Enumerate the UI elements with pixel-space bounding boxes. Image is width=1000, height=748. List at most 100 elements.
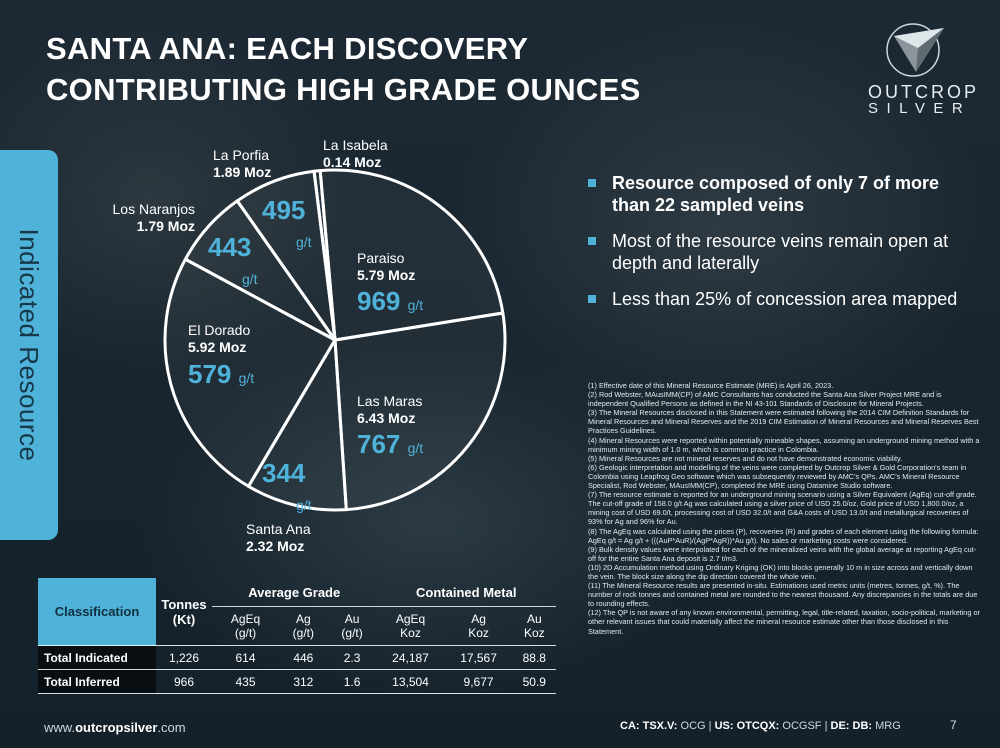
- los-naranjos-moz: 1.79 Moz: [136, 218, 195, 234]
- santa-ana-moz: 2.32 Moz: [246, 538, 305, 554]
- ticker-ca-label: CA: TSX.V:: [620, 720, 678, 732]
- th-tonnes-label: Tonnes: [161, 596, 207, 612]
- ticker-de-label: DE: DB:: [830, 720, 873, 732]
- bullet-item: Resource composed of only 7 of more than…: [588, 172, 968, 216]
- bullet-square-icon: [588, 237, 596, 245]
- paraiso-grade: 969: [357, 286, 401, 316]
- el-dorado-grade: 579: [188, 359, 232, 389]
- row-label: Total Indicated: [38, 645, 156, 670]
- las-maras-grade-unit: g/t: [407, 440, 424, 456]
- page-title: SANTA ANA: EACH DISCOVERY CONTRIBUTING H…: [46, 28, 686, 110]
- label-el-dorado: El Dorado 5.92 Moz: [188, 322, 250, 356]
- footnote: (2) Rod Webster, MAusIMM(CP) of AMC Cons…: [588, 390, 942, 409]
- label-paraiso: Paraiso 5.79 Moz: [357, 250, 415, 284]
- table-cell: 446: [279, 645, 328, 670]
- table-cell: 435: [212, 669, 279, 694]
- url-suffix: .com: [157, 720, 186, 735]
- ticker-sep: |: [821, 720, 831, 732]
- paraiso-moz: 5.79 Moz: [357, 267, 416, 283]
- th-col-l1: Ag: [471, 612, 486, 626]
- th-contained-metal: Contained Metal: [376, 578, 556, 607]
- page-number: 7: [950, 718, 957, 732]
- table-cell: 614: [212, 645, 279, 670]
- footer-website-link[interactable]: www.outcropsilver.com: [44, 720, 186, 735]
- th-col-l2: (g/t): [234, 626, 257, 640]
- santa-ana-grade-unit: g/t: [296, 497, 312, 513]
- label-las-maras: Las Maras 6.43 Moz: [357, 393, 422, 427]
- bullet-text: Less than 25% of concession area mapped: [612, 289, 958, 309]
- santa-ana-grade: 344: [262, 458, 306, 488]
- th-col-l2: (g/t): [341, 626, 363, 640]
- bullet-text: Resource composed of only 7 of more than…: [612, 173, 940, 215]
- th-col-l2: Koz: [523, 626, 545, 640]
- th-col: Au (g/t): [328, 607, 377, 646]
- row-label: Total Inferred: [38, 669, 156, 694]
- side-tab-label: Indicated Resource: [14, 228, 44, 462]
- las-maras-grade: 767: [357, 429, 401, 459]
- footnote: (8) The AgEq was calculated using the pr…: [588, 526, 979, 545]
- label-la-isabela: La Isabela 0.14 Moz: [323, 137, 388, 171]
- la-porfia-grade: 495: [262, 195, 306, 225]
- la-porfia-grade-unit: g/t: [296, 234, 312, 250]
- bullet-item: Less than 25% of concession area mapped: [588, 288, 968, 310]
- url-prefix: www.: [44, 720, 76, 735]
- table-cell: 2.3: [327, 645, 377, 670]
- title-line-1: SANTA ANA: EACH DISCOVERY: [46, 31, 529, 66]
- table-cell: 966: [156, 669, 212, 694]
- bullet-square-icon: [588, 179, 596, 187]
- th-col-l2: Koz: [400, 626, 421, 640]
- th-tonnes-unit: (Kt): [172, 611, 196, 627]
- title-line-2: CONTRIBUTING HIGH GRADE OUNCES: [46, 72, 641, 107]
- table-cell: 24,187: [376, 645, 445, 670]
- el-dorado-moz: 5.92 Moz: [188, 339, 247, 355]
- grade-los-naranjos: 443 g/t: [208, 233, 258, 293]
- resource-table: Classification Tonnes (Kt) Average Grade …: [38, 578, 556, 694]
- santa-ana-name: Santa Ana: [246, 521, 311, 537]
- th-col: Ag (g/t): [279, 607, 328, 646]
- la-porfia-moz: 1.89 Moz: [213, 164, 272, 180]
- ticker-sep: |: [705, 720, 715, 732]
- bullet-text: Most of the resource veins remain open a…: [612, 231, 949, 273]
- th-col-l1: Au: [526, 612, 542, 626]
- table-row: Total Inferred 966 435 312 1.6 13,504 9,…: [38, 669, 556, 694]
- table-cell: 13,504: [376, 669, 445, 694]
- footer-tickers: CA: TSX.V: OCG | US: OTCQX: OCGSF | DE: …: [620, 720, 901, 732]
- table-cell: 88.8: [512, 645, 556, 670]
- logo-word-silver: SILVER: [868, 100, 972, 117]
- footnote: (5) Mineral Resources are not mineral re…: [588, 453, 903, 463]
- las-maras-moz: 6.43 Moz: [357, 410, 416, 426]
- footnote: (10) 2D Accumulation method using Ordina…: [588, 562, 973, 581]
- pie-slice-la-isabela: [312, 169, 337, 342]
- table-cell: 17,567: [444, 645, 513, 670]
- th-col: AgEq Koz: [376, 607, 444, 646]
- los-naranjos-grade: 443: [208, 232, 252, 262]
- la-isabela-moz: 0.14 Moz: [323, 154, 382, 170]
- table-cell: 9,677: [444, 669, 513, 694]
- paraiso-grade-unit: g/t: [407, 297, 424, 313]
- ticker-de-value: MRG: [872, 720, 901, 732]
- outcrop-logo-icon: [886, 23, 944, 77]
- th-col: Au Koz: [513, 607, 556, 646]
- url-domain: outcropsilver: [75, 720, 158, 735]
- logo-word-outcrop: OUTCROP: [868, 82, 979, 102]
- label-la-porfia: La Porfia 1.89 Moz: [213, 147, 271, 181]
- pie-slice-las-maras: [333, 311, 507, 512]
- ticker-ca-value: OCG: [677, 720, 706, 732]
- footnote: (9) Bulk density values were interpolate…: [588, 544, 977, 563]
- th-col-l2: (g/t): [292, 626, 315, 640]
- pie-slice-santa-ana: [247, 338, 348, 512]
- footnote: (6) Geologic interpretation and modellin…: [588, 462, 967, 491]
- th-col: Ag Koz: [445, 607, 513, 646]
- bullet-list: Resource composed of only 7 of more than…: [588, 172, 968, 324]
- side-tab: Indicated Resource: [0, 150, 58, 540]
- ticker-us-value: OCGSF: [779, 720, 822, 732]
- bullet-item: Most of the resource veins remain open a…: [588, 230, 968, 274]
- table-row: Total Indicated 1,226 614 446 2.3 24,187…: [38, 645, 556, 670]
- label-santa-ana: Santa Ana 2.32 Moz: [246, 521, 311, 555]
- th-classification: Classification: [38, 578, 156, 646]
- la-isabela-name: La Isabela: [323, 137, 388, 153]
- th-col-l2: Koz: [468, 626, 489, 640]
- grade-paraiso: 969 g/t: [357, 286, 423, 317]
